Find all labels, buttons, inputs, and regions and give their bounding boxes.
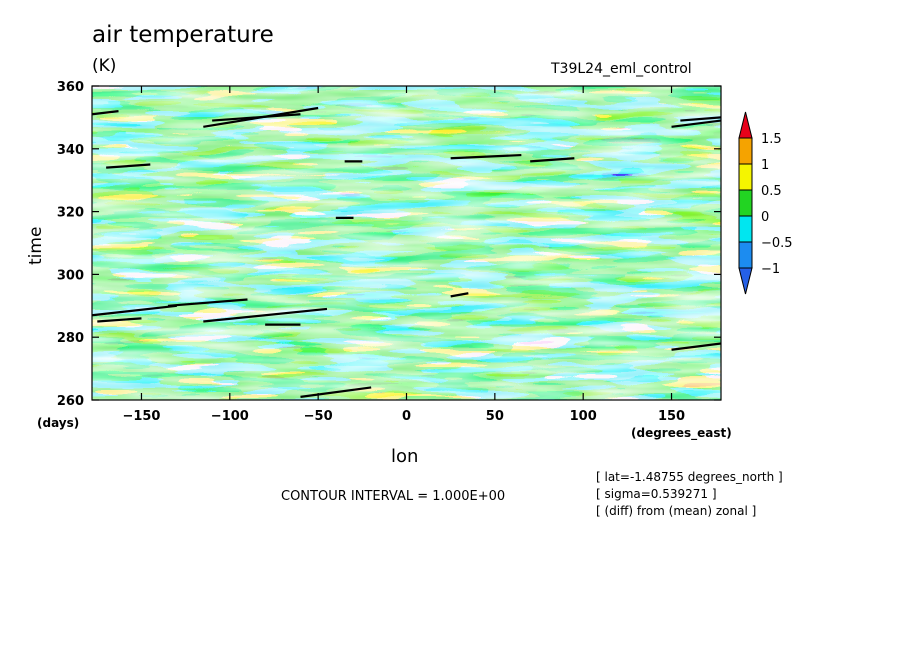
- colorbar-label: 1.5: [761, 132, 782, 147]
- colorbar-label: 1: [761, 158, 769, 173]
- chart-title: air temperature: [92, 22, 274, 48]
- colorbar-box: [738, 241, 753, 269]
- x-unit-label: (degrees_east): [631, 426, 732, 440]
- x-tick-label: 100: [570, 409, 597, 424]
- x-tick-label: −100: [211, 409, 249, 424]
- info-diff: [ (diff) from (mean) zonal ]: [596, 504, 757, 518]
- y-tick-label: 320: [57, 206, 84, 221]
- y-tick-label: 340: [57, 143, 84, 158]
- y-tick-label: 260: [57, 394, 84, 409]
- contour-segment: [106, 163, 151, 169]
- y-tick-label: 360: [57, 80, 84, 95]
- contour-interval-label: CONTOUR INTERVAL = 1.000E+00: [281, 489, 506, 504]
- contour-segment: [92, 304, 177, 317]
- contour-segment: [97, 317, 142, 323]
- contour-segment: [671, 342, 721, 351]
- colorbar-label: 0: [761, 210, 769, 225]
- plot-field: [92, 86, 721, 400]
- x-tick-label: 50: [486, 409, 504, 424]
- x-tick-label: 150: [658, 409, 685, 424]
- x-tick-label: −150: [122, 409, 160, 424]
- colorbar-box: [738, 163, 753, 191]
- colorbar-box: [738, 137, 753, 165]
- units-label: (K): [92, 56, 117, 76]
- y-unit-label: (days): [37, 416, 80, 430]
- contour-segment: [680, 116, 721, 122]
- contour-segment: [450, 292, 469, 298]
- x-tick-label: −50: [304, 409, 333, 424]
- colorbar-top-arrow: [738, 111, 753, 139]
- y-axis: 260 280 300 320 340 360: [57, 80, 721, 409]
- contour-segment: [300, 386, 372, 398]
- info-sigma: [ sigma=0.539271 ]: [596, 487, 717, 501]
- y-axis-label: time: [26, 226, 46, 265]
- x-tick-label: 0: [402, 409, 411, 424]
- contour-segment: [92, 110, 119, 116]
- contour-segment: [450, 153, 522, 160]
- colorbar-label: 0.5: [761, 184, 782, 199]
- contour-segment: [203, 307, 328, 323]
- experiment-label: T39L24_eml_control: [551, 61, 692, 77]
- x-axis: −150 −100 −50 0 50 100 150: [122, 86, 685, 424]
- colorbar: 1.5 1 0.5 0 −0.5 −1: [738, 111, 793, 295]
- contour-segment: [530, 157, 575, 163]
- colorbar-label: −0.5: [761, 236, 793, 251]
- colorbar-label: −1: [761, 262, 780, 277]
- contour-segment: [212, 113, 301, 122]
- contour-segment: [167, 298, 248, 307]
- y-tick-label: 300: [57, 268, 84, 283]
- contour-segment: [671, 119, 721, 128]
- colorbar-bottom-arrow: [738, 267, 753, 295]
- contour-lines: [92, 106, 721, 398]
- colorbar-box: [738, 215, 753, 243]
- x-axis-label: lon: [391, 446, 419, 467]
- colorbar-box: [738, 189, 753, 217]
- y-tick-label: 280: [57, 331, 84, 346]
- info-latitude: [ lat=-1.48755 degrees_north ]: [596, 470, 783, 484]
